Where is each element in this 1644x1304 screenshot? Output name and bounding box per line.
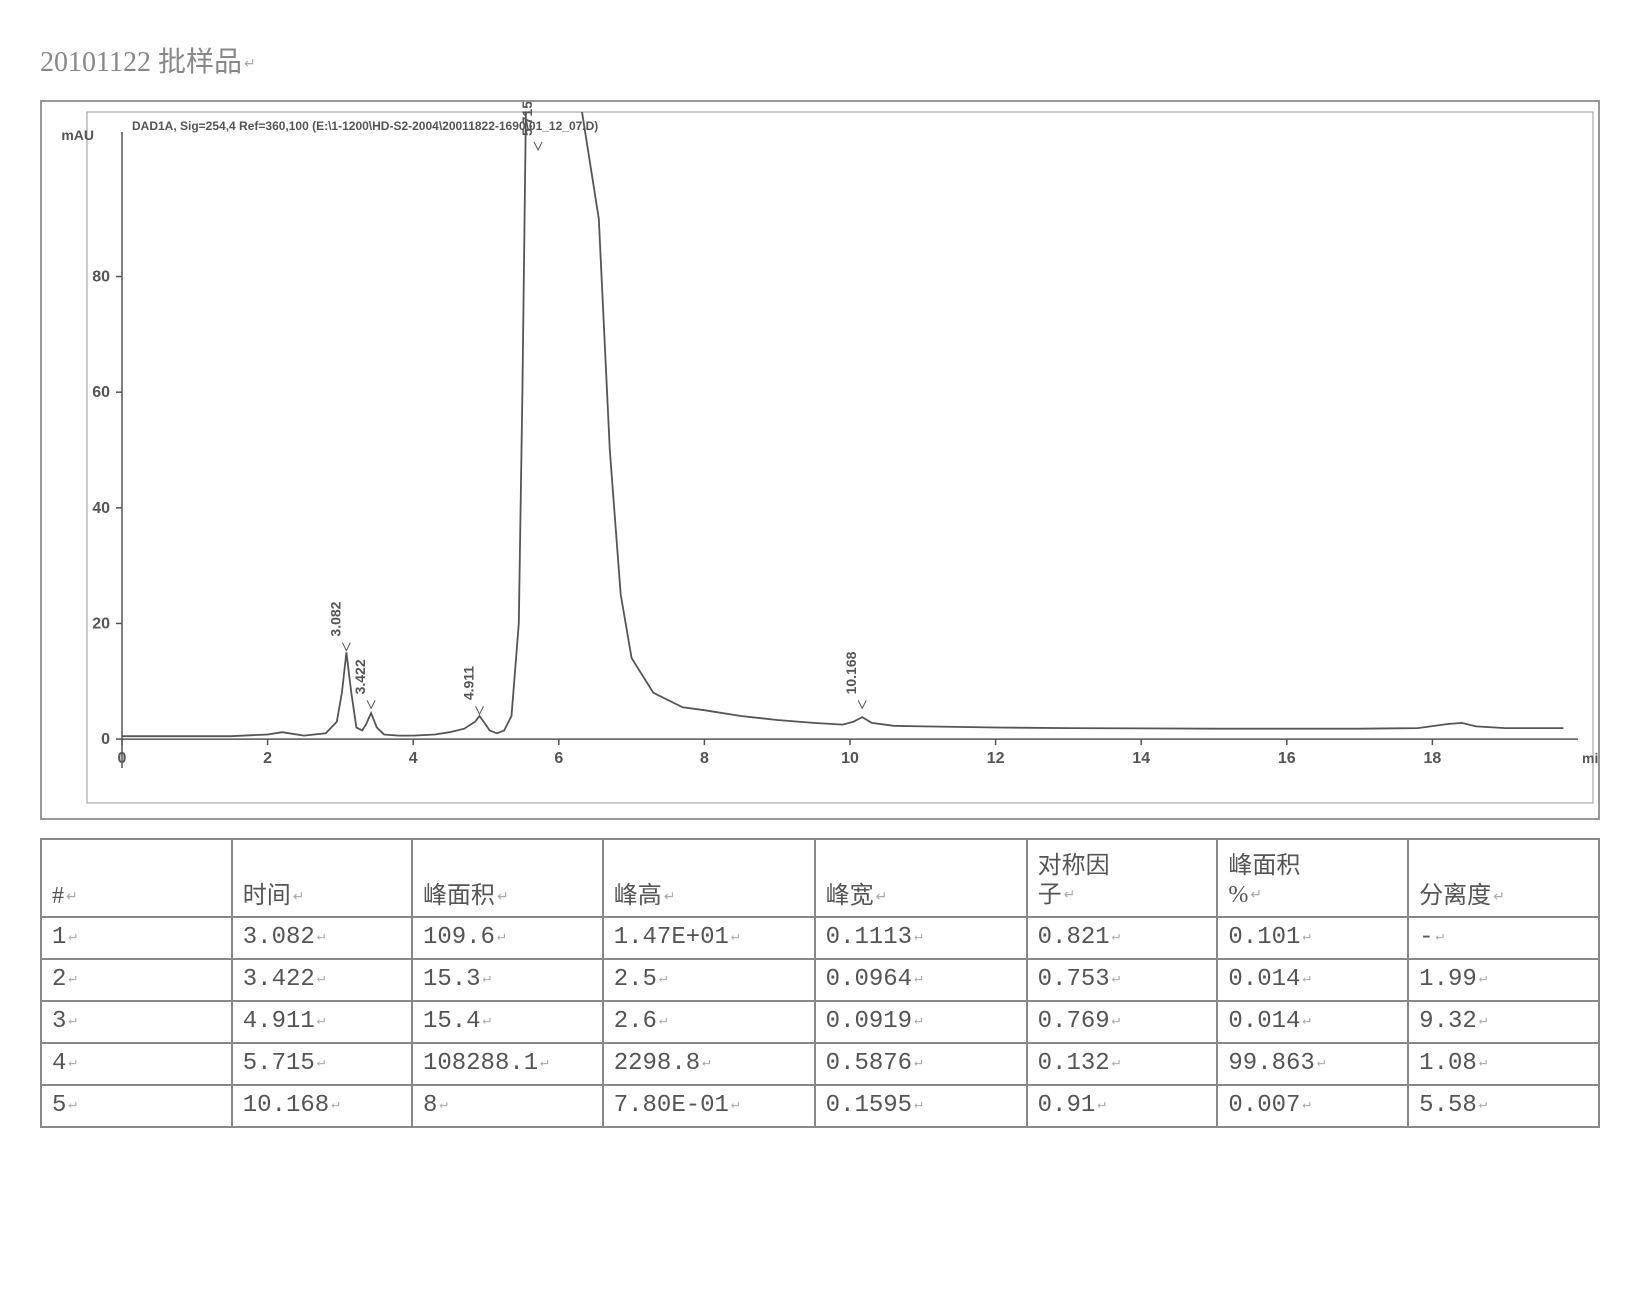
svg-text:8: 8	[700, 750, 709, 767]
table-cell: 2.6↵	[603, 1001, 815, 1043]
svg-text:mAU: mAU	[61, 127, 94, 143]
table-cell: 108288.1↵	[412, 1043, 603, 1085]
table-cell: 1.47E+01↵	[603, 917, 815, 959]
svg-text:10.168: 10.168	[843, 651, 859, 694]
svg-text:4: 4	[409, 750, 418, 767]
page-title: 20101122 批样品↵	[40, 40, 1604, 80]
table-cell: -↵	[1408, 917, 1599, 959]
table-cell: 0.014↵	[1217, 959, 1408, 1001]
table-cell: 0.1113↵	[815, 917, 1027, 959]
svg-text:14: 14	[1132, 750, 1150, 767]
table-row: 4↵5.715↵108288.1↵2298.8↵0.5876↵0.132↵99.…	[41, 1043, 1599, 1085]
chromatogram-chart: 020406080mAU024681012141618minDAD1A, Sig…	[40, 100, 1600, 820]
svg-text:80: 80	[92, 269, 110, 286]
svg-text:3.422: 3.422	[352, 659, 368, 694]
table-cell: 2↵	[41, 959, 232, 1001]
svg-text:18: 18	[1424, 750, 1442, 767]
header-row: #↵时间↵峰面积↵峰高↵峰宽↵对称因子↵峰面积%↵分离度↵	[41, 839, 1599, 917]
svg-text:16: 16	[1278, 750, 1296, 767]
table-cell: 5.715↵	[232, 1043, 412, 1085]
table-cell: 5.58↵	[1408, 1085, 1599, 1127]
table-cell: 0.1595↵	[815, 1085, 1027, 1127]
svg-text:4.911: 4.911	[461, 666, 477, 700]
table-cell: 1.99↵	[1408, 959, 1599, 1001]
table-cell: 99.863↵	[1217, 1043, 1408, 1085]
table-row: 3↵4.911↵15.4↵2.6↵0.0919↵0.769↵0.014↵9.32…	[41, 1001, 1599, 1043]
table-cell: 5↵	[41, 1085, 232, 1127]
table-cell: 3↵	[41, 1001, 232, 1043]
svg-text:60: 60	[92, 384, 110, 401]
table-cell: 2298.8↵	[603, 1043, 815, 1085]
table-cell: 0.0964↵	[815, 959, 1027, 1001]
table-cell: 0.91↵	[1027, 1085, 1218, 1127]
table-cell: 9.32↵	[1408, 1001, 1599, 1043]
peak-table: #↵时间↵峰面积↵峰高↵峰宽↵对称因子↵峰面积%↵分离度↵ 1↵3.082↵10…	[40, 838, 1600, 1128]
table-cell: 0.769↵	[1027, 1001, 1218, 1043]
chart-svg: 020406080mAU024681012141618minDAD1A, Sig…	[42, 102, 1598, 818]
table-cell: 0.753↵	[1027, 959, 1218, 1001]
table-cell: 3.422↵	[232, 959, 412, 1001]
page-title-text: 20101122 批样品	[40, 47, 242, 78]
column-header: #↵	[41, 839, 232, 917]
table-cell: 3.082↵	[232, 917, 412, 959]
svg-text:12: 12	[987, 750, 1005, 767]
table-row: 5↵10.168↵8↵7.80E-01↵0.1595↵0.91↵0.007↵5.…	[41, 1085, 1599, 1127]
column-header: 分离度↵	[1408, 839, 1599, 917]
table-cell: 15.3↵	[412, 959, 603, 1001]
table-cell: 15.4↵	[412, 1001, 603, 1043]
table-header: #↵时间↵峰面积↵峰高↵峰宽↵对称因子↵峰面积%↵分离度↵	[41, 839, 1599, 917]
svg-text:3.082: 3.082	[327, 601, 343, 636]
column-header: 峰面积%↵	[1217, 839, 1408, 917]
table-cell: 0.0919↵	[815, 1001, 1027, 1043]
table-body: 1↵3.082↵109.6↵1.47E+01↵0.1113↵0.821↵0.10…	[41, 917, 1599, 1127]
table-cell: 0.132↵	[1027, 1043, 1218, 1085]
column-header: 时间↵	[232, 839, 412, 917]
table-cell: 1↵	[41, 917, 232, 959]
table-cell: 0.821↵	[1027, 917, 1218, 959]
table-row: 2↵3.422↵15.3↵2.5↵0.0964↵0.753↵0.014↵1.99…	[41, 959, 1599, 1001]
column-header: 峰高↵	[603, 839, 815, 917]
column-header: 峰面积↵	[412, 839, 603, 917]
table-cell: 0.014↵	[1217, 1001, 1408, 1043]
svg-text:20: 20	[92, 615, 110, 632]
table-cell: 4↵	[41, 1043, 232, 1085]
table-cell: 8↵	[412, 1085, 603, 1127]
table-cell: 1.08↵	[1408, 1043, 1599, 1085]
table-cell: 4.911↵	[232, 1001, 412, 1043]
table-row: 1↵3.082↵109.6↵1.47E+01↵0.1113↵0.821↵0.10…	[41, 917, 1599, 959]
svg-text:40: 40	[92, 500, 110, 517]
table-cell: 109.6↵	[412, 917, 603, 959]
table-cell: 0.5876↵	[815, 1043, 1027, 1085]
table-cell: 10.168↵	[232, 1085, 412, 1127]
table-cell: 0.007↵	[1217, 1085, 1408, 1127]
svg-text:10: 10	[841, 750, 859, 767]
table-cell: 7.80E-01↵	[603, 1085, 815, 1127]
svg-text:0: 0	[118, 750, 127, 767]
svg-text:5.715: 5.715	[519, 102, 535, 136]
svg-text:6: 6	[554, 750, 563, 767]
svg-text:0: 0	[101, 731, 110, 748]
svg-text:2: 2	[263, 750, 272, 767]
table-cell: 0.101↵	[1217, 917, 1408, 959]
column-header: 峰宽↵	[815, 839, 1027, 917]
column-header: 对称因子↵	[1027, 839, 1218, 917]
table-cell: 2.5↵	[603, 959, 815, 1001]
svg-text:min: min	[1582, 750, 1598, 766]
